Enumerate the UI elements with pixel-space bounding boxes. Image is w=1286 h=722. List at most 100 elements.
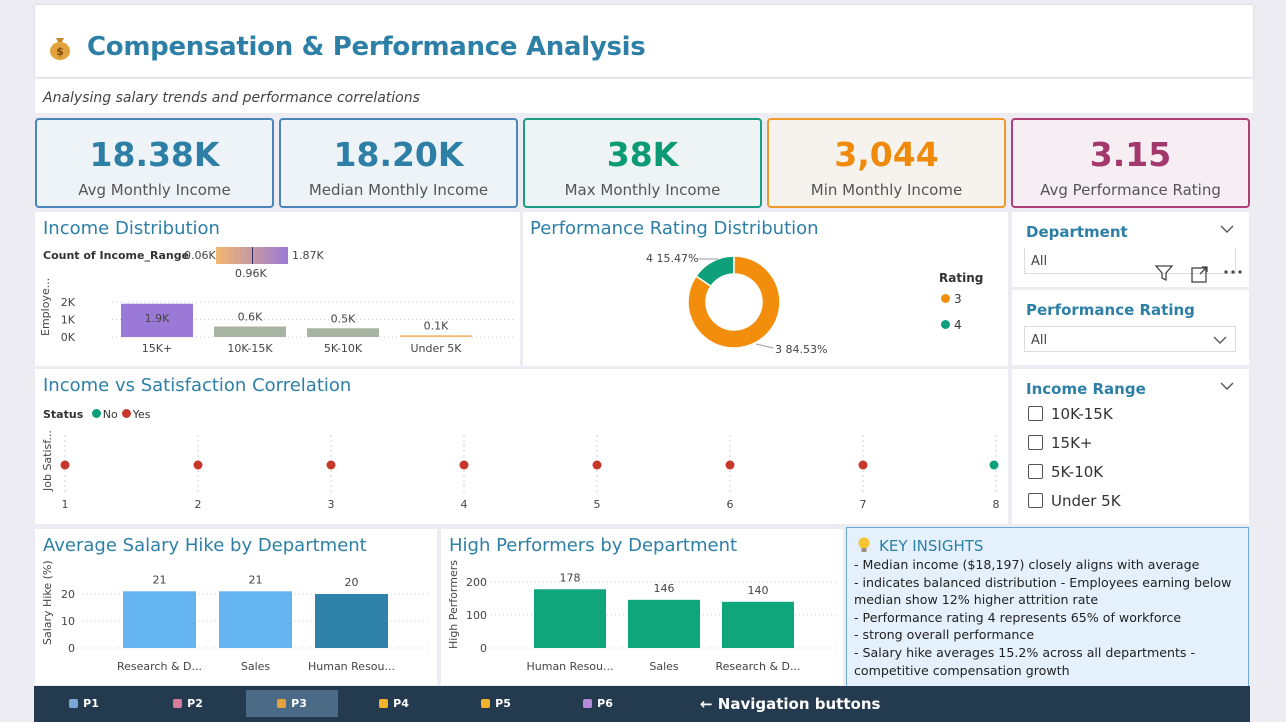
legend-dot-icon bbox=[941, 294, 950, 303]
income-category-label: Under 5K bbox=[410, 342, 462, 355]
scatter-point[interactable] bbox=[989, 460, 999, 470]
rating-legend-item[interactable]: 4 bbox=[941, 318, 962, 332]
department-slicer-title: Department bbox=[1026, 223, 1128, 241]
bar[interactable] bbox=[722, 601, 794, 648]
nav-button-p2[interactable]: P2 bbox=[142, 690, 234, 717]
scatter-point[interactable] bbox=[725, 460, 735, 470]
focus-mode-icon[interactable] bbox=[1190, 264, 1210, 284]
y-tick-label: 10 bbox=[61, 615, 75, 628]
donut-label-rating-3: 3 84.53% bbox=[775, 343, 827, 356]
performance-distribution-card[interactable]: Performance Rating Distribution 4 15.47%… bbox=[523, 212, 1008, 366]
y-tick-label: 20 bbox=[61, 588, 75, 601]
status-legend-label[interactable]: No bbox=[102, 408, 118, 421]
checkbox[interactable] bbox=[1028, 435, 1043, 450]
scatter-point[interactable] bbox=[60, 460, 70, 470]
nav-button-p6[interactable]: P6 bbox=[552, 690, 644, 717]
bar[interactable] bbox=[315, 594, 388, 648]
income-distribution-card[interactable]: Income Distribution Count of Income_Rang… bbox=[35, 212, 520, 366]
y-tick-label: 1K bbox=[61, 314, 76, 327]
nav-button-p3[interactable]: P3 bbox=[246, 690, 338, 717]
donut-slice[interactable] bbox=[687, 255, 781, 349]
bar[interactable] bbox=[628, 599, 700, 648]
bar[interactable] bbox=[219, 591, 292, 648]
income-y-axis-label: Employe... bbox=[39, 278, 52, 336]
scatter-point[interactable] bbox=[459, 460, 469, 470]
income-range-option[interactable]: 10K-15K bbox=[1028, 405, 1113, 423]
bar[interactable] bbox=[534, 589, 606, 648]
scatter-point[interactable] bbox=[858, 460, 868, 470]
income-bar-value: 0.5K bbox=[331, 312, 356, 325]
bar-value-label: 21 bbox=[249, 573, 263, 586]
status-legend-label[interactable]: Yes bbox=[132, 408, 151, 421]
income-bar-value: 0.1K bbox=[424, 319, 449, 332]
income-range-option[interactable]: 5K-10K bbox=[1028, 463, 1103, 481]
performance-donut-chart: 4 15.47% 3 84.53% bbox=[646, 252, 827, 356]
more-options-icon[interactable] bbox=[1222, 267, 1244, 277]
performance-dropdown[interactable]: All bbox=[1024, 326, 1236, 352]
legend-dot-icon bbox=[91, 409, 101, 418]
checkbox[interactable] bbox=[1028, 464, 1043, 479]
y-tick-label: 2K bbox=[61, 296, 76, 309]
filter-icon[interactable] bbox=[1154, 263, 1174, 283]
income-legend-min: 0.06K bbox=[184, 249, 216, 262]
bar-value-label: 140 bbox=[748, 584, 769, 597]
high-performers-title: High Performers by Department bbox=[449, 535, 738, 556]
income-bar[interactable] bbox=[400, 335, 472, 337]
checkbox[interactable] bbox=[1028, 406, 1043, 421]
department-dropdown[interactable]: All bbox=[1024, 248, 1236, 274]
income-bar[interactable] bbox=[307, 328, 379, 337]
category-label: Human Resou... bbox=[308, 660, 395, 673]
kpi-card: 38K Max Monthly Income bbox=[523, 118, 762, 208]
scatter-y-axis-label: Job Satisf... bbox=[41, 430, 54, 492]
nav-button-label: P3 bbox=[291, 697, 307, 710]
nav-button-p5[interactable]: P5 bbox=[450, 690, 542, 717]
income-range-slicer[interactable]: Income Range 10K-15K 15K+ 5K-10K Under 5K bbox=[1012, 369, 1249, 524]
income-satisfaction-scatter: Job Satisf... 1 2 3 4 5 6 7 8 bbox=[41, 430, 1000, 511]
key-insights-panel: KEY INSIGHTS - Median income ($18,197) c… bbox=[846, 527, 1249, 687]
chevron-down-icon[interactable] bbox=[1213, 335, 1227, 345]
kpi-value: 18.38K bbox=[89, 135, 220, 174]
nav-button-p4[interactable]: P4 bbox=[348, 690, 440, 717]
income-satisfaction-card[interactable]: Income vs Satisfaction Correlation Statu… bbox=[35, 369, 1008, 524]
scatter-point[interactable] bbox=[326, 460, 336, 470]
salary-hike-card[interactable]: Average Salary Hike by Department Salary… bbox=[35, 529, 437, 685]
chevron-down-icon[interactable] bbox=[1220, 224, 1234, 234]
category-label: Sales bbox=[241, 660, 271, 673]
insight-line: - indicates balanced distribution - Empl… bbox=[854, 574, 1232, 608]
chevron-down-icon[interactable] bbox=[1220, 381, 1234, 391]
income-category-label: 15K+ bbox=[142, 342, 172, 355]
page-header: $ Compensation & Performance Analysis bbox=[35, 5, 1253, 77]
kpi-value: 38K bbox=[606, 135, 679, 174]
income-range-option-label: 15K+ bbox=[1051, 434, 1093, 452]
bar-value-label: 21 bbox=[153, 573, 167, 586]
income-category-label: 10K-15K bbox=[227, 342, 273, 355]
scatter-point[interactable] bbox=[592, 460, 602, 470]
x-tick-label: 4 bbox=[461, 498, 468, 511]
navigation-hint: ← Navigation buttons bbox=[700, 695, 881, 713]
income-category-label: 5K-10K bbox=[324, 342, 363, 355]
nav-page-icon bbox=[69, 699, 79, 708]
checkbox[interactable] bbox=[1028, 493, 1043, 508]
insight-line: - Performance rating 4 represents 65% of… bbox=[854, 609, 1182, 625]
page-subtitle-bar: Analysing salary trends and performance … bbox=[35, 79, 1253, 113]
nav-page-icon bbox=[173, 699, 183, 708]
bar[interactable] bbox=[123, 591, 196, 648]
income-legend-max: 1.87K bbox=[292, 249, 324, 262]
income-range-option[interactable]: Under 5K bbox=[1028, 492, 1121, 510]
y-tick-label: 0K bbox=[61, 331, 76, 344]
x-tick-label: 7 bbox=[860, 498, 867, 511]
kpi-label: Min Monthly Income bbox=[810, 181, 963, 199]
kpi-label: Avg Monthly Income bbox=[78, 181, 231, 199]
nav-button-p1[interactable]: P1 bbox=[38, 690, 130, 717]
high-performers-card[interactable]: High Performers by Department High Perfo… bbox=[441, 529, 843, 685]
scatter-point[interactable] bbox=[193, 460, 203, 470]
income-bar[interactable] bbox=[214, 326, 286, 338]
income-legend-gradient bbox=[216, 247, 288, 264]
rating-legend-item[interactable]: 3 bbox=[941, 292, 962, 306]
department-slicer[interactable]: Department All bbox=[1012, 212, 1249, 287]
income-bar[interactable] bbox=[121, 303, 193, 337]
performance-rating-slicer[interactable]: Performance Rating All bbox=[1012, 290, 1249, 365]
income-range-option[interactable]: 15K+ bbox=[1028, 434, 1093, 452]
category-label: Research & D... bbox=[716, 660, 801, 673]
insight-line: - strong overall performance bbox=[854, 627, 1035, 643]
